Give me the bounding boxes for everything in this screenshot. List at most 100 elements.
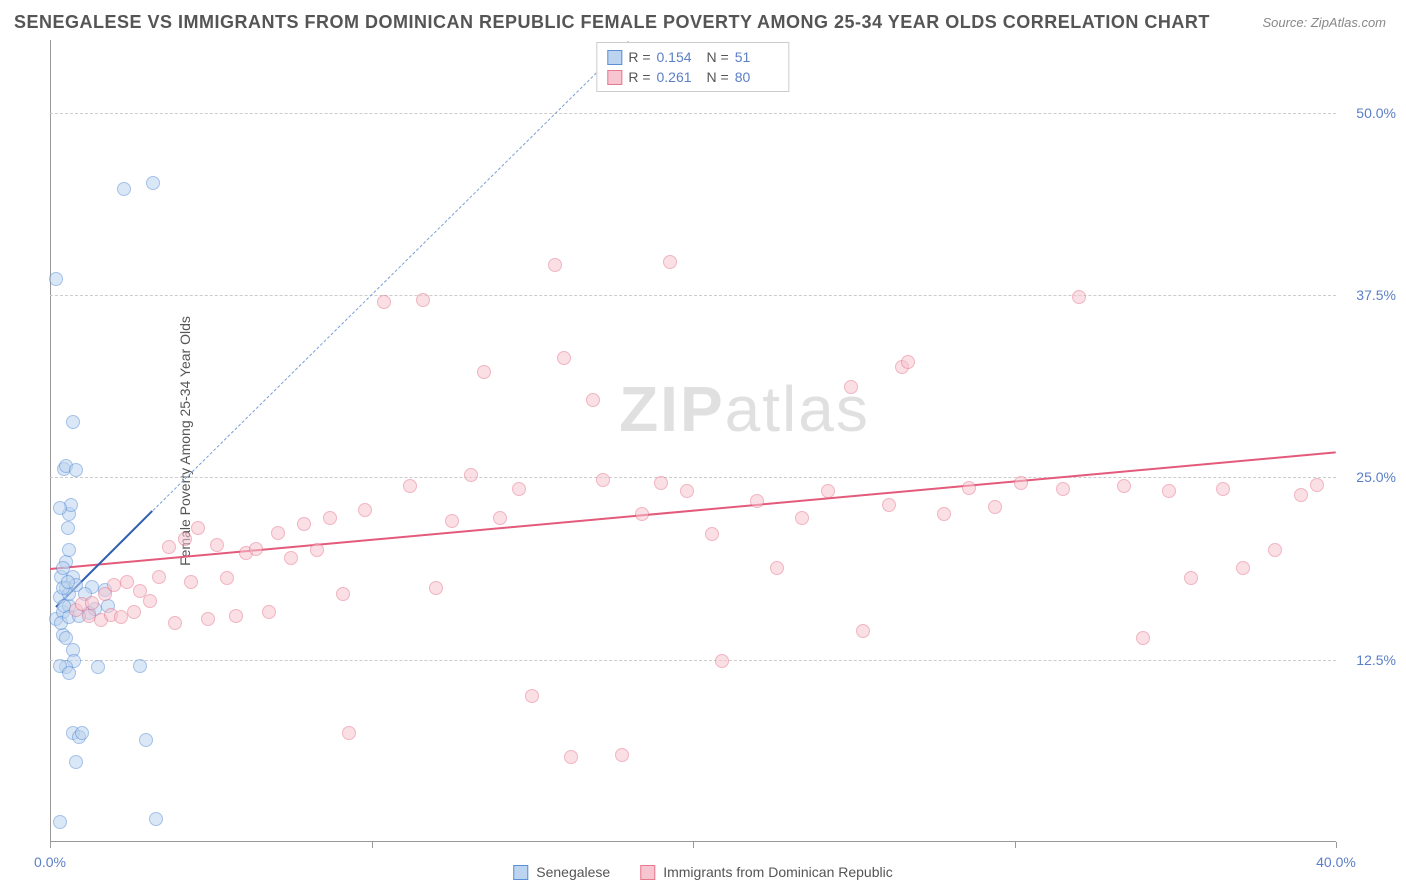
data-point	[75, 726, 89, 740]
data-point	[557, 351, 571, 365]
watermark: ZIPatlas	[619, 372, 870, 446]
stat-key-r: R =	[628, 47, 650, 67]
data-point	[69, 755, 83, 769]
data-point	[61, 575, 75, 589]
source-credit: Source: ZipAtlas.com	[1262, 15, 1386, 30]
data-point	[464, 468, 478, 482]
data-point	[284, 551, 298, 565]
data-point	[210, 538, 224, 552]
gridline-horizontal	[50, 477, 1336, 478]
data-point	[844, 380, 858, 394]
data-point	[962, 481, 976, 495]
data-point	[821, 484, 835, 498]
plot-region: ZIPatlas 12.5%25.0%37.5%50.0%0.0%40.0%R …	[50, 40, 1336, 842]
data-point	[377, 295, 391, 309]
gridline-horizontal	[50, 113, 1336, 114]
data-point	[127, 605, 141, 619]
x-tick-label: 40.0%	[1316, 854, 1356, 870]
x-tick-mark	[1336, 842, 1337, 848]
data-point	[403, 479, 417, 493]
stats-row: R =0.261N =80	[607, 67, 778, 87]
stats-legend: R =0.154N =51R =0.261N =80	[596, 42, 789, 92]
data-point	[512, 482, 526, 496]
data-point	[120, 575, 134, 589]
data-point	[882, 498, 896, 512]
data-point	[1294, 488, 1308, 502]
gridline-horizontal	[50, 660, 1336, 661]
data-point	[548, 258, 562, 272]
data-point	[62, 543, 76, 557]
data-point	[53, 815, 67, 829]
stats-row: R =0.154N =51	[607, 47, 778, 67]
x-tick-label: 0.0%	[34, 854, 66, 870]
data-point	[249, 542, 263, 556]
data-point	[59, 631, 73, 645]
data-point	[162, 540, 176, 554]
stat-val-r: 0.154	[657, 47, 701, 67]
data-point	[1184, 571, 1198, 585]
data-point	[358, 503, 372, 517]
stat-val-n: 80	[735, 67, 779, 87]
data-point	[901, 355, 915, 369]
data-point	[143, 594, 157, 608]
data-point	[69, 463, 83, 477]
data-point	[445, 514, 459, 528]
data-point	[220, 571, 234, 585]
chart-area: Female Poverty Among 25-34 Year Olds ZIP…	[50, 40, 1336, 842]
data-point	[564, 750, 578, 764]
data-point	[635, 507, 649, 521]
data-point	[477, 365, 491, 379]
stat-key-n: N =	[707, 47, 729, 67]
data-point	[191, 521, 205, 535]
data-point	[1136, 631, 1150, 645]
data-point	[1056, 482, 1070, 496]
data-point	[1310, 478, 1324, 492]
data-point	[342, 726, 356, 740]
x-tick-mark	[50, 842, 51, 848]
data-point	[139, 733, 153, 747]
data-point	[146, 176, 160, 190]
data-point	[262, 605, 276, 619]
data-point	[117, 182, 131, 196]
x-tick-mark	[1015, 842, 1016, 848]
data-point	[856, 624, 870, 638]
data-point	[66, 415, 80, 429]
legend-item-senegalese: Senegalese	[513, 864, 610, 880]
data-point	[133, 659, 147, 673]
legend-swatch-icon	[607, 70, 622, 85]
data-point	[525, 689, 539, 703]
x-tick-mark	[693, 842, 694, 848]
legend-label: Senegalese	[536, 864, 610, 880]
data-point	[323, 511, 337, 525]
data-point	[107, 578, 121, 592]
x-tick-mark	[372, 842, 373, 848]
legend-swatch-icon	[513, 865, 528, 880]
data-point	[1117, 479, 1131, 493]
stat-key-n: N =	[707, 67, 729, 87]
gridline-horizontal	[50, 295, 1336, 296]
data-point	[184, 575, 198, 589]
data-point	[1216, 482, 1230, 496]
data-point	[56, 561, 70, 575]
legend-item-dominican: Immigrants from Dominican Republic	[640, 864, 893, 880]
data-point	[705, 527, 719, 541]
y-tick-label: 12.5%	[1341, 652, 1396, 668]
data-point	[1072, 290, 1086, 304]
data-point	[61, 521, 75, 535]
data-point	[1268, 543, 1282, 557]
data-point	[62, 666, 76, 680]
data-point	[615, 748, 629, 762]
data-point	[750, 494, 764, 508]
data-point	[91, 660, 105, 674]
bottom-legend: Senegalese Immigrants from Dominican Rep…	[513, 864, 892, 880]
data-point	[1162, 484, 1176, 498]
data-point	[654, 476, 668, 490]
data-point	[596, 473, 610, 487]
data-point	[715, 654, 729, 668]
y-tick-label: 25.0%	[1341, 469, 1396, 485]
y-tick-label: 50.0%	[1341, 105, 1396, 121]
data-point	[297, 517, 311, 531]
data-point	[229, 609, 243, 623]
data-point	[795, 511, 809, 525]
data-point	[168, 616, 182, 630]
